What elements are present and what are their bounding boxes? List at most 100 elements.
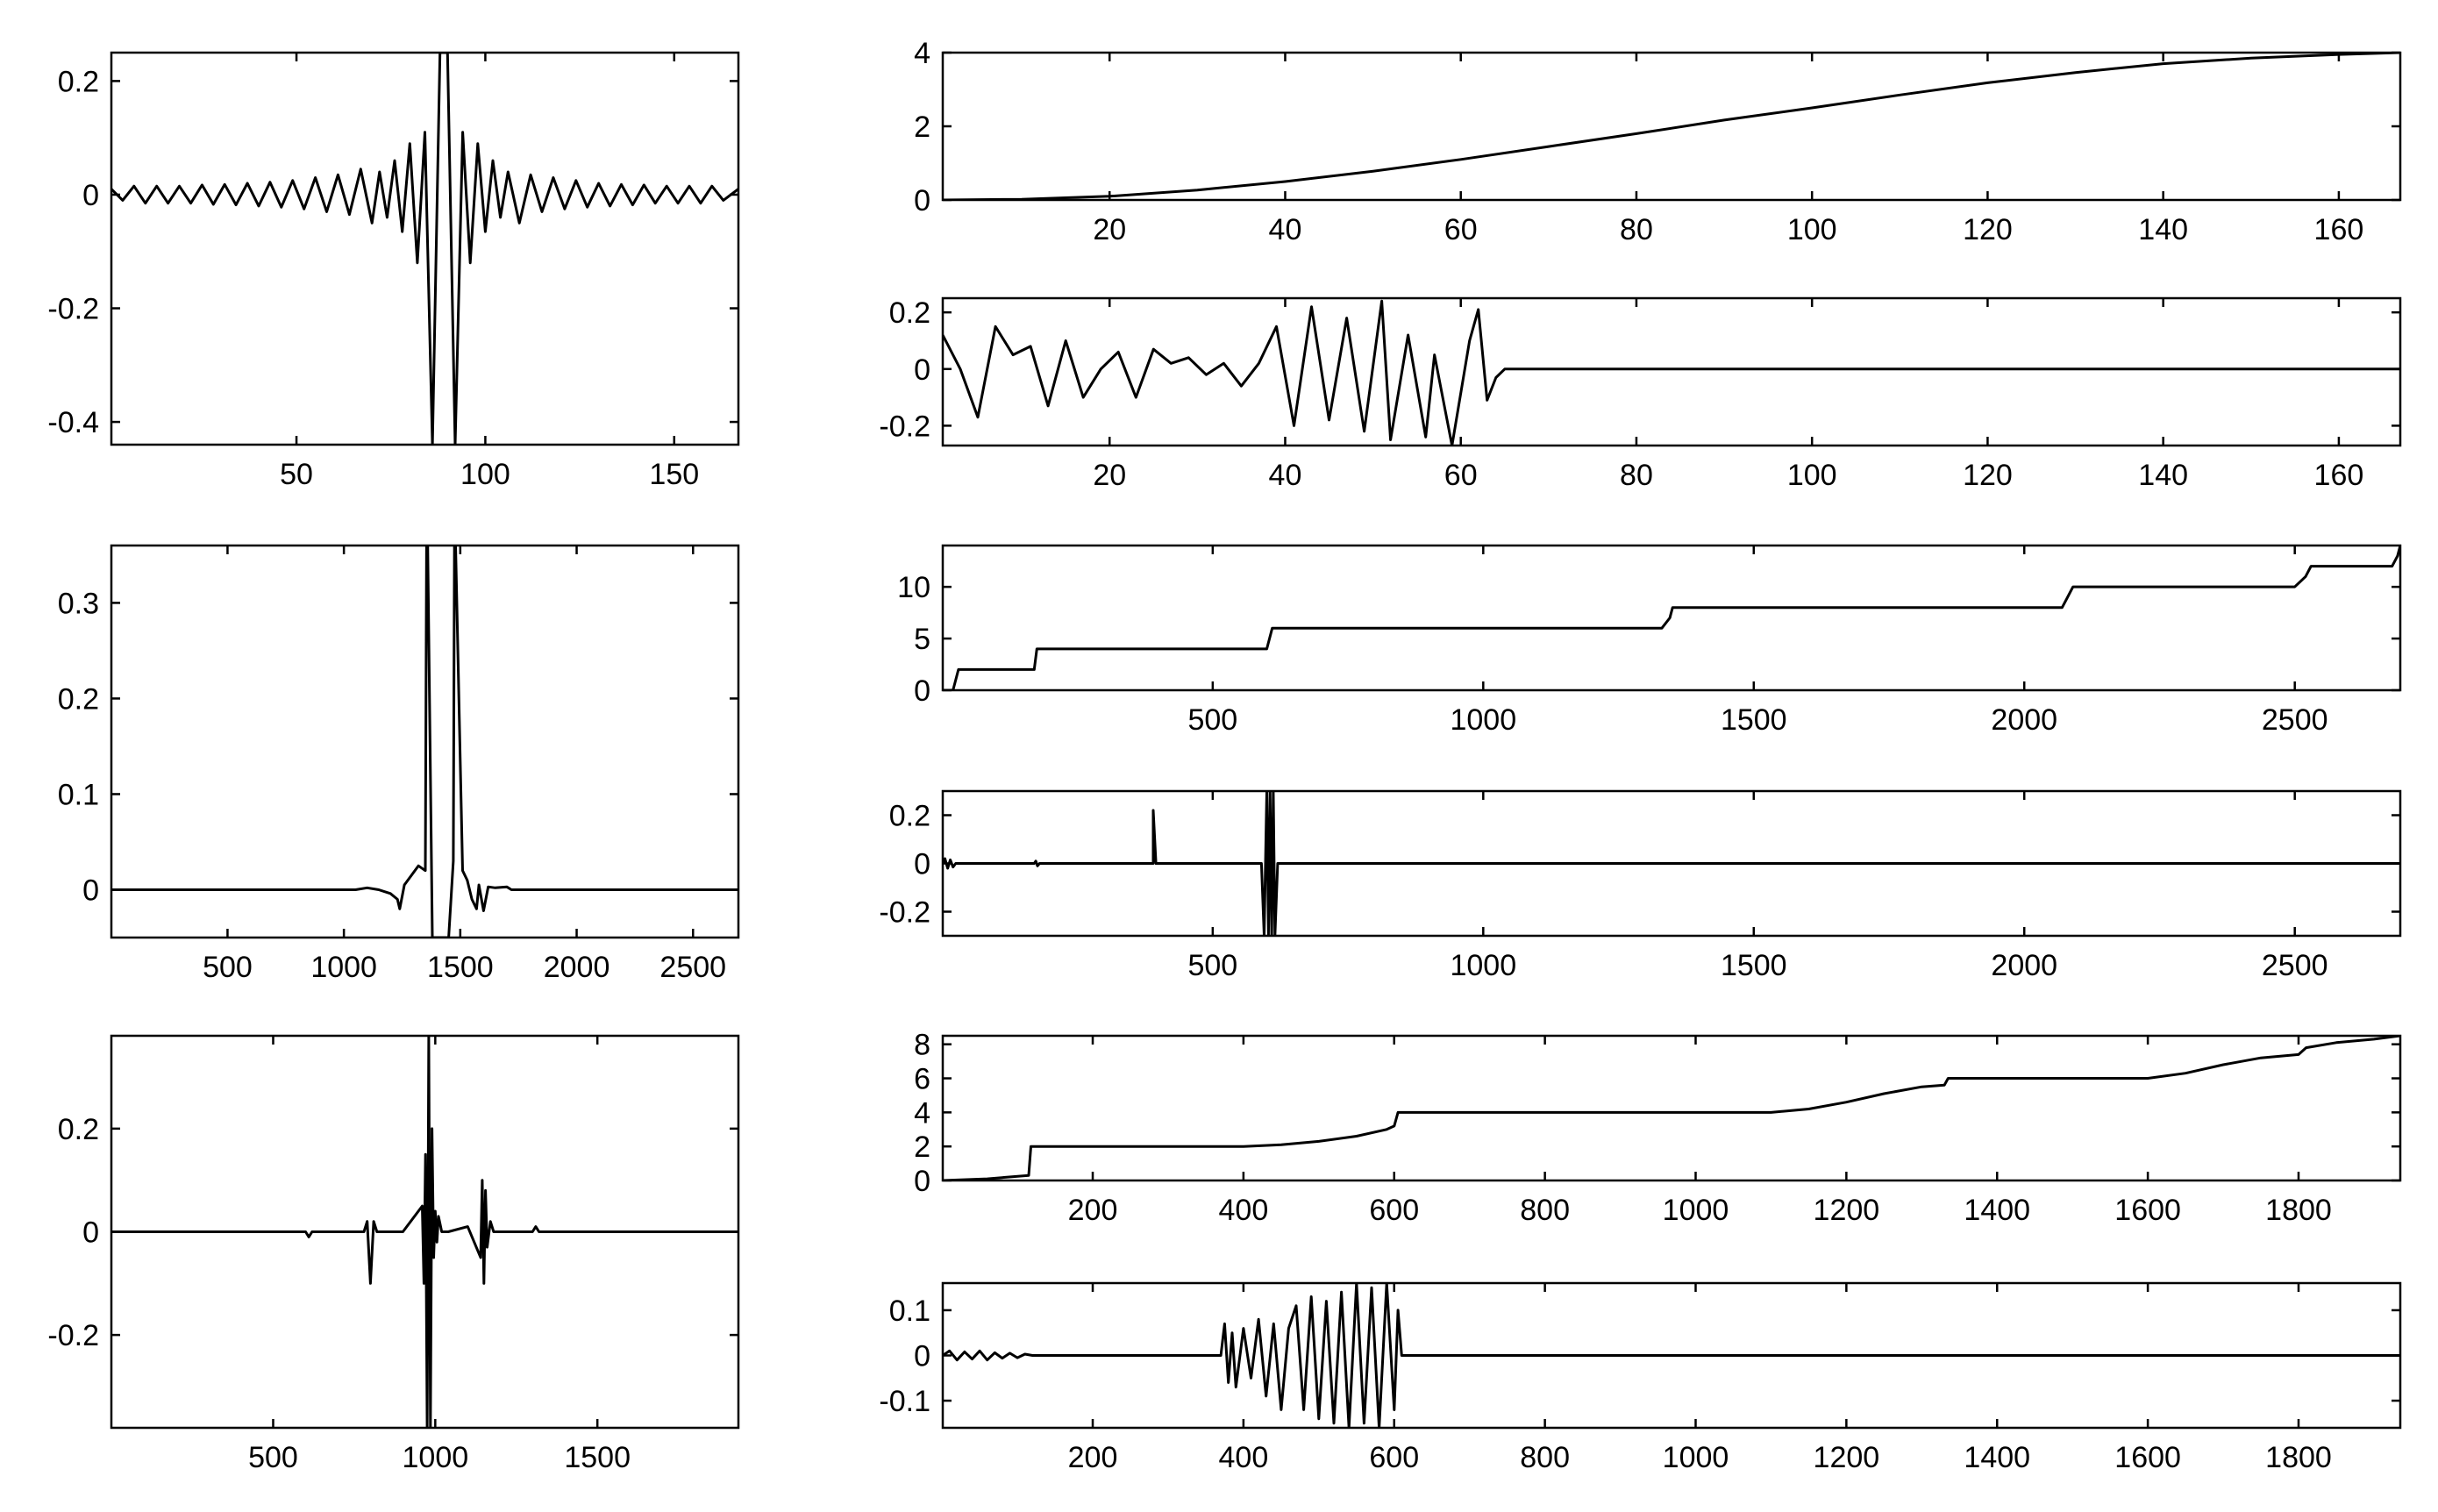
x-tick-label: 120 xyxy=(1963,459,2013,492)
x-tick-label: 20 xyxy=(1093,213,1126,246)
y-tick-label: 0.1 xyxy=(58,778,99,811)
axes-frame xyxy=(110,51,740,446)
x-tick-label: 200 xyxy=(1068,1194,1118,1227)
x-tick-label: 80 xyxy=(1620,213,1653,246)
x-tick-label: 80 xyxy=(1620,459,1653,492)
x-tick-label: 200 xyxy=(1068,1441,1118,1474)
y-tick-label: -0.2 xyxy=(879,410,930,443)
x-tick-label: 1200 xyxy=(1814,1441,1880,1474)
x-tick-label: 500 xyxy=(203,951,253,984)
series-line-right-3-0 xyxy=(943,546,2400,690)
chart-panel-left-3: 500 1000 1500 0.2 0 -0.2 xyxy=(47,1034,740,1474)
x-tick-label: 2000 xyxy=(1991,703,2057,737)
chart-panel-left-2: 500 1000 1500 2000 2500 0.3 0.2 0.1 0 xyxy=(58,544,740,984)
x-tick-label: 400 xyxy=(1219,1194,1269,1227)
x-tick-label: 2500 xyxy=(2262,703,2328,737)
x-tick-label: 20 xyxy=(1093,459,1126,492)
axes-frame xyxy=(110,544,740,939)
series-line-right-5-0 xyxy=(943,1036,2400,1180)
y-tick-label: 8 xyxy=(914,1029,930,1062)
x-tick-label: 1000 xyxy=(310,951,377,984)
x-tick-label: 140 xyxy=(2138,213,2188,246)
x-tick-label: 100 xyxy=(460,458,510,491)
y-tick-label: 0.2 xyxy=(58,682,99,716)
series-line-left-1-0 xyxy=(111,53,738,445)
y-tick-label: 0.2 xyxy=(58,65,99,98)
series-line-right-2-0 xyxy=(943,299,2400,446)
y-tick-label: -0.2 xyxy=(47,1319,99,1352)
x-tick-label: 1600 xyxy=(2114,1194,2181,1227)
y-tick-label: 2 xyxy=(914,1130,930,1164)
chart-panel-right-3: 500 1000 1500 2000 2500 10 5 0 xyxy=(897,544,2402,737)
x-tick-label: 1000 xyxy=(1450,703,1516,737)
x-tick-label: 800 xyxy=(1520,1194,1570,1227)
y-tick-label: 0 xyxy=(914,353,930,387)
x-tick-label: 1000 xyxy=(1450,949,1516,982)
x-tick-label: 1800 xyxy=(2265,1441,2332,1474)
y-tick-label: 0 xyxy=(914,184,930,218)
x-tick-label: 800 xyxy=(1520,1441,1570,1474)
y-tick-label: 0.2 xyxy=(58,1113,99,1146)
y-tick-label: 0 xyxy=(914,1165,930,1198)
series-line-left-2-0 xyxy=(111,546,738,938)
axes-frame xyxy=(941,544,2402,692)
y-tick-label: 0.1 xyxy=(889,1294,930,1328)
x-tick-label: 1000 xyxy=(1663,1194,1729,1227)
chart-panel-right-2: 20 40 60 80 100 120 140 160 0.2 0 -0.2 xyxy=(879,296,2402,492)
x-tick-label: 500 xyxy=(248,1441,298,1474)
y-tick-label: 0.2 xyxy=(889,296,930,330)
y-tick-label: 5 xyxy=(914,623,930,656)
x-tick-label: 100 xyxy=(1787,213,1837,246)
x-tick-label: 1400 xyxy=(1964,1441,2030,1474)
y-tick-label: -0.1 xyxy=(879,1385,930,1418)
y-tick-label: 0 xyxy=(82,874,99,907)
x-tick-label: 160 xyxy=(2314,459,2364,492)
y-tick-label: -0.2 xyxy=(47,293,99,326)
y-tick-label: 10 xyxy=(897,571,930,604)
axes-frame xyxy=(941,296,2402,447)
x-tick-label: 600 xyxy=(1369,1194,1419,1227)
x-tick-label: 1600 xyxy=(2114,1441,2181,1474)
y-tick-label: 0 xyxy=(914,848,930,881)
x-tick-label: 2000 xyxy=(1991,949,2057,982)
x-tick-label: 400 xyxy=(1219,1441,1269,1474)
x-tick-label: 50 xyxy=(280,458,313,491)
y-tick-label: 0.3 xyxy=(58,587,99,620)
x-tick-label: 500 xyxy=(1187,703,1237,737)
x-tick-label: 1000 xyxy=(403,1441,469,1474)
y-tick-label: 0 xyxy=(914,1340,930,1373)
series-line-right-4-0 xyxy=(943,791,2400,936)
x-tick-label: 500 xyxy=(1187,949,1237,982)
x-tick-label: 2500 xyxy=(2262,949,2328,982)
series-line-right-1-0 xyxy=(943,53,2400,200)
series-line-left-3-0 xyxy=(111,1036,738,1428)
chart-panel-right-6: 200 400 600 800 1000 1200 1400 1600 1800 0.1 0 -0.1 xyxy=(879,1281,2402,1474)
x-tick-label: 120 xyxy=(1963,213,2013,246)
y-tick-label: 0 xyxy=(82,179,99,212)
y-tick-label: 2 xyxy=(914,111,930,144)
x-tick-label: 40 xyxy=(1269,213,1302,246)
y-tick-label: -0.2 xyxy=(879,896,930,930)
y-tick-label: 6 xyxy=(914,1063,930,1096)
x-tick-label: 1800 xyxy=(2265,1194,2332,1227)
chart-panel-right-4: 500 1000 1500 2000 2500 0.2 0 -0.2 xyxy=(879,789,2402,982)
x-tick-label: 1500 xyxy=(427,951,494,984)
y-tick-label: 0.2 xyxy=(889,800,930,833)
x-tick-label: 1200 xyxy=(1814,1194,1880,1227)
y-tick-label: 4 xyxy=(914,37,930,70)
y-tick-label: 0 xyxy=(914,674,930,708)
y-tick-label: 4 xyxy=(914,1096,930,1130)
x-tick-label: 1400 xyxy=(1964,1194,2030,1227)
x-tick-label: 1500 xyxy=(1721,949,1787,982)
x-tick-label: 2000 xyxy=(544,951,610,984)
chart-panel-left-1: 50 100 150 0.2 0 -0.2 -0.4 xyxy=(47,51,740,491)
x-tick-label: 60 xyxy=(1444,459,1478,492)
x-tick-label: 150 xyxy=(649,458,699,491)
x-tick-label: 160 xyxy=(2314,213,2364,246)
x-tick-label: 40 xyxy=(1269,459,1302,492)
x-tick-label: 60 xyxy=(1444,213,1478,246)
